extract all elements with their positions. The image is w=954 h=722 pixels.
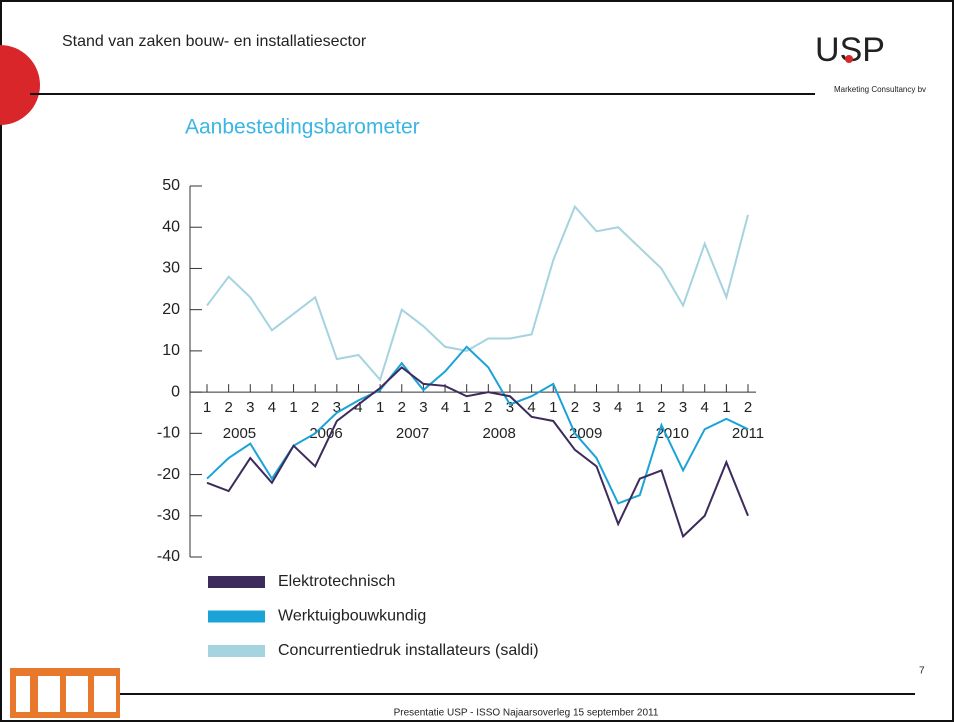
x-tick-label: 1 [289, 399, 297, 416]
isso-logo [10, 668, 120, 718]
logo-letter [38, 676, 60, 712]
x-tick-label: 4 [701, 399, 709, 416]
legend-swatch [208, 576, 265, 588]
logo-dot [845, 55, 853, 63]
year-label: 2009 [569, 425, 602, 442]
x-tick-label: 2 [571, 399, 579, 416]
logo-letter [66, 676, 88, 712]
legend-label: Werktuigbouwkundig [278, 608, 426, 625]
logo-letter [16, 676, 30, 712]
footer-text: Presentatie USP - ISSO Najaarsoverleg 15… [394, 708, 659, 719]
x-tick-label: 2 [484, 399, 492, 416]
series-line [206, 366, 749, 539]
page-number: 7 [919, 666, 925, 677]
x-tick-label: 3 [246, 399, 254, 416]
x-tick-label: 2 [398, 399, 406, 416]
x-tick-label: 4 [441, 399, 449, 416]
year-label: 2008 [482, 425, 515, 442]
x-tick-label: 1 [549, 399, 557, 416]
x-tick-label: 3 [419, 399, 427, 416]
slide-title: Stand van zaken bouw- en installatiesect… [62, 33, 367, 50]
x-tick-label: 3 [333, 399, 341, 416]
y-tick-label: 50 [162, 177, 180, 194]
chart-title: Aanbestedingsbarometer [185, 116, 420, 139]
legend-swatch [208, 610, 265, 623]
x-tick-label: 1 [463, 399, 471, 416]
y-tick-label: 40 [162, 218, 180, 235]
x-tick-label: 1 [636, 399, 644, 416]
series-line [206, 204, 749, 382]
x-tick-label: 2 [224, 399, 232, 416]
logo: USP [815, 31, 885, 69]
legend-swatch [208, 645, 265, 657]
x-tick-label: 1 [203, 399, 211, 416]
x-tick-label: 1 [376, 399, 384, 416]
year-label: 2005 [223, 425, 256, 442]
series-line [206, 345, 749, 505]
y-tick-label: -30 [157, 507, 180, 524]
legend-label: Elektrotechnisch [278, 573, 395, 590]
y-tick-label: 20 [162, 301, 180, 318]
x-tick-label: 3 [592, 399, 600, 416]
y-tick-label: -10 [157, 425, 180, 442]
x-tick-label: 2 [744, 399, 752, 416]
x-tick-label: 4 [614, 399, 622, 416]
y-tick-label: 0 [171, 383, 180, 400]
legend-label: Concurrentiedruk installateurs (saldi) [278, 642, 539, 659]
y-tick-label: 30 [162, 260, 180, 277]
x-tick-label: 1 [722, 399, 730, 416]
y-tick-label: -20 [157, 466, 180, 483]
logo-letter [94, 676, 116, 712]
year-label: 2007 [396, 425, 429, 442]
x-tick-label: 4 [268, 399, 276, 416]
x-tick-label: 3 [506, 399, 514, 416]
x-tick-label: 2 [657, 399, 665, 416]
year-label: 2006 [309, 425, 342, 442]
x-tick-label: 4 [527, 399, 535, 416]
logo-subtitle: Marketing Consultancy bv [834, 85, 926, 94]
y-tick-label: 10 [162, 342, 180, 359]
x-tick-label: 2 [311, 399, 319, 416]
x-tick-label: 3 [679, 399, 687, 416]
x-tick-label: 4 [354, 399, 362, 416]
red-circle [0, 45, 40, 125]
y-tick-label: -40 [157, 548, 180, 565]
year-label: 2011 [732, 425, 764, 442]
